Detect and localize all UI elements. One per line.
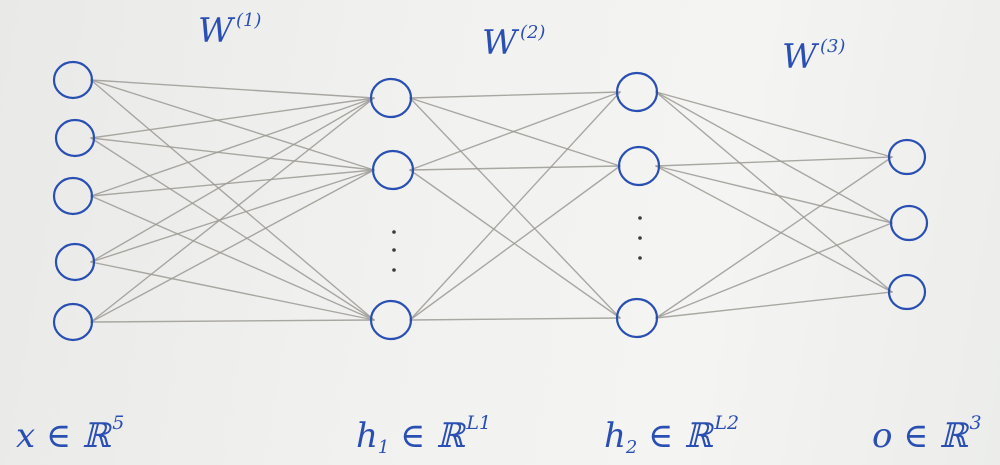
connection-line-1-4-3 bbox=[90, 261, 375, 321]
connection-line-2-3-2 bbox=[409, 165, 621, 321]
element-of-symbol: ∈ bbox=[46, 416, 72, 456]
weight-index: (2) bbox=[519, 22, 546, 43]
neuron-output-1 bbox=[887, 138, 927, 176]
real-set-symbol: ℝ bbox=[436, 416, 465, 456]
vector-var: h bbox=[356, 416, 378, 456]
ellipsis-dot-hidden2-3 bbox=[638, 256, 642, 260]
neuron-input-4 bbox=[54, 242, 96, 282]
connection-line-1-1-3 bbox=[90, 79, 375, 321]
connection-line-1-3-3 bbox=[90, 195, 375, 321]
weight-symbol: W bbox=[782, 37, 817, 77]
neuron-output-3 bbox=[887, 273, 927, 311]
vector-sub: 1 bbox=[377, 437, 390, 458]
ellipsis-dot-hidden2-1 bbox=[638, 216, 642, 220]
connection-line-1-3-2 bbox=[90, 169, 375, 197]
element-of-symbol: ∈ bbox=[400, 416, 426, 456]
weight-index: (1) bbox=[235, 10, 262, 31]
connection-line-1-4-2 bbox=[90, 169, 375, 263]
real-set-symbol: ℝ bbox=[81, 416, 111, 456]
connection-line-3-2-3 bbox=[655, 165, 893, 293]
neuron-input-1 bbox=[52, 60, 94, 100]
connection-line-1-1-2 bbox=[90, 79, 375, 171]
connection-line-1-2-2 bbox=[90, 137, 375, 171]
weight-index: (3) bbox=[819, 36, 846, 57]
connection-line-2-2-3 bbox=[409, 169, 621, 319]
connection-line-2-2-1 bbox=[409, 91, 621, 171]
weight-symbol: W bbox=[482, 23, 517, 63]
weight-label-3: W (3) bbox=[782, 36, 845, 77]
connection-line-1-5-3 bbox=[90, 319, 375, 323]
connection-line-2-1-1 bbox=[409, 91, 621, 99]
neuron-output-2 bbox=[889, 204, 929, 242]
vector-var: h bbox=[604, 416, 626, 456]
connection-line-3-1-3 bbox=[655, 91, 893, 293]
vector-dim: 5 bbox=[112, 412, 125, 434]
vector-var: x bbox=[16, 416, 36, 456]
neuron-input-3 bbox=[52, 176, 94, 216]
connection-line-1-4-1 bbox=[90, 97, 375, 263]
hidden2-vector-label: h2 ∈ ℝ L2 bbox=[604, 412, 739, 458]
neuron-input-5 bbox=[52, 302, 94, 342]
neuron-hidden2-1 bbox=[615, 71, 659, 113]
ellipsis-dot-hidden2-2 bbox=[638, 236, 642, 240]
connection-line-1-1-1 bbox=[90, 79, 375, 99]
ellipsis-dot-hidden1-2 bbox=[392, 248, 396, 252]
weight-symbol: W bbox=[198, 11, 233, 51]
connection-line-3-3-2 bbox=[655, 222, 893, 319]
connection-line-3-3-1 bbox=[655, 156, 893, 319]
ellipsis-dot-hidden1-3 bbox=[392, 268, 396, 272]
real-set-symbol: ℝ bbox=[939, 416, 968, 456]
neuron-hidden1-2 bbox=[371, 149, 415, 191]
neuron-hidden2-2 bbox=[617, 145, 661, 187]
neuron-hidden1-1 bbox=[369, 77, 413, 119]
connection-line-1-2-3 bbox=[90, 137, 375, 321]
connection-line-1-2-1 bbox=[90, 97, 375, 139]
vector-dim: L2 bbox=[714, 412, 740, 434]
connection-line-2-1-3 bbox=[409, 97, 621, 319]
real-set-symbol: ℝ bbox=[684, 416, 713, 456]
element-of-symbol: ∈ bbox=[903, 416, 929, 456]
connection-line-1-5-1 bbox=[90, 97, 375, 323]
neuron-hidden1-3 bbox=[369, 299, 413, 341]
ellipsis-dots bbox=[392, 216, 642, 272]
connection-line-3-2-1 bbox=[655, 156, 893, 167]
connection-line-2-2-2 bbox=[409, 165, 621, 171]
connection-line-3-1-1 bbox=[655, 91, 893, 158]
vector-dim: L1 bbox=[466, 412, 492, 434]
connection-line-2-1-2 bbox=[409, 97, 621, 167]
weight-label-1: W (1) bbox=[198, 10, 261, 51]
neuron-hidden2-3 bbox=[615, 297, 659, 339]
connection-line-3-3-3 bbox=[655, 291, 893, 319]
connection-line-3-2-2 bbox=[655, 165, 893, 224]
hidden1-vector-label: h1 ∈ ℝ L1 bbox=[356, 412, 491, 458]
ellipsis-dot-hidden1-1 bbox=[392, 230, 396, 234]
connection-lines bbox=[90, 79, 893, 323]
connection-line-2-3-3 bbox=[409, 317, 621, 321]
connection-line-1-3-1 bbox=[90, 97, 375, 197]
neuron-nodes bbox=[52, 60, 929, 342]
connection-line-2-3-1 bbox=[409, 91, 621, 321]
neuron-input-2 bbox=[54, 118, 96, 158]
vector-var: o bbox=[872, 416, 893, 456]
vector-dim: 3 bbox=[969, 412, 982, 434]
element-of-symbol: ∈ bbox=[648, 416, 674, 456]
connection-line-3-1-2 bbox=[655, 91, 893, 224]
vector-sub: 2 bbox=[625, 437, 638, 458]
connection-line-1-5-2 bbox=[90, 169, 375, 323]
weight-label-2: W (2) bbox=[482, 22, 545, 63]
